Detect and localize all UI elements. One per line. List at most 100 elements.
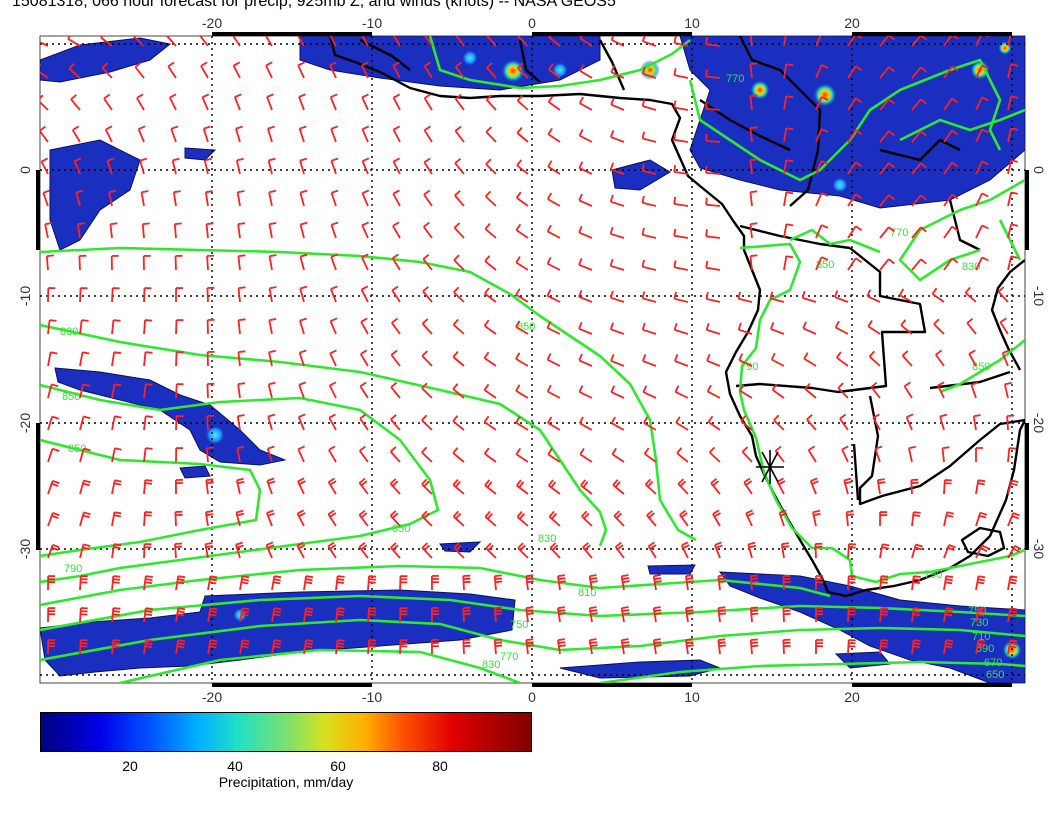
wind-barb-icon	[199, 36, 209, 47]
wind-barb-icon	[268, 349, 276, 367]
wind-barb-icon	[111, 543, 122, 559]
colorbar-tick: 60	[330, 758, 346, 774]
wind-barb-icon	[841, 445, 849, 463]
wind-barb-icon	[1007, 607, 1018, 623]
wind-barb-icon	[525, 638, 535, 655]
wind-barb-icon	[970, 381, 979, 399]
wind-barb-icon	[680, 541, 690, 559]
wind-barb-icon	[937, 381, 945, 399]
wind-barb-icon	[910, 478, 919, 495]
wind-barb-icon	[712, 509, 721, 527]
lon-labels-bottom: -20 -10 0 10 20	[202, 689, 860, 705]
wind-barb-icon	[770, 352, 785, 367]
wind-barb-icon	[547, 192, 561, 207]
wind-barb-icon	[47, 383, 59, 399]
wind-barb-icon	[421, 542, 433, 559]
wind-barb-icon	[847, 575, 856, 591]
wind-barb-icon	[367, 639, 377, 655]
wind-barb-icon	[40, 157, 49, 175]
wind-barb-icon	[975, 160, 989, 175]
wind-barb-icon	[422, 286, 433, 303]
wind-barb-icon	[360, 285, 369, 303]
wind-barb-icon	[847, 161, 863, 175]
wind-barb-icon	[943, 193, 959, 207]
axis-tick-bars	[36, 32, 1029, 687]
wind-barb-icon	[652, 638, 662, 655]
wind-barb-icon	[452, 510, 465, 527]
wind-barb-icon	[771, 383, 785, 399]
wind-barb-icon	[484, 223, 497, 239]
wind-barb-icon	[557, 638, 566, 655]
wind-barb-icon	[610, 97, 625, 111]
wind-barb-icon	[1007, 479, 1019, 495]
wind-barb-icon	[749, 638, 759, 655]
wind-barb-icon	[515, 256, 529, 271]
wind-barb-icon	[40, 94, 49, 111]
wind-barb-icon	[588, 574, 598, 591]
contour-label: 790	[740, 361, 758, 373]
wind-barb-icon	[641, 163, 657, 175]
wind-barb-icon	[673, 68, 689, 79]
wind-barb-icon	[423, 93, 433, 111]
wind-barb-icon	[911, 575, 921, 591]
wind-barb-icon	[966, 318, 977, 335]
wind-barb-icon	[205, 446, 214, 463]
wind-barb-icon	[392, 157, 401, 175]
wind-barb-icon	[812, 509, 821, 527]
wind-barb-icon	[975, 192, 989, 207]
wind-barb-icon	[328, 381, 337, 399]
wind-barb-icon	[815, 256, 829, 271]
colorbar-tick: 20	[122, 758, 138, 774]
wind-barb-icon	[264, 36, 273, 47]
colorbar-label: Precipitation, mm/day	[218, 774, 354, 790]
wind-barb-icon	[454, 158, 465, 175]
wind-barb-icon	[578, 257, 593, 271]
wind-barb-icon	[359, 349, 369, 367]
wind-barb-icon	[911, 36, 927, 47]
wind-barb-icon	[399, 575, 408, 591]
wind-barb-icon	[749, 606, 759, 623]
contour-label: 730	[970, 617, 988, 629]
wind-barb-icon	[975, 544, 989, 559]
wind-barb-icon	[483, 415, 497, 431]
wind-barb-icon	[235, 541, 244, 559]
wind-barb-icon	[872, 413, 881, 431]
wind-barb-icon	[237, 254, 246, 271]
wind-barb-icon	[546, 224, 561, 239]
map-title: 15081318, 066 hour forecast for precip, …	[12, 0, 616, 10]
wind-barb-icon	[232, 61, 241, 79]
wind-barb-icon	[770, 322, 785, 335]
wind-barb-icon	[423, 157, 433, 175]
lon-label: 0	[528, 15, 536, 31]
wind-barb-icon	[174, 510, 183, 527]
wind-barb-icon	[42, 189, 51, 207]
wind-barb-icon	[870, 382, 881, 399]
wind-barb-icon	[330, 189, 339, 207]
wind-barb-icon	[485, 94, 497, 111]
wind-barb-icon	[201, 93, 210, 111]
wind-barb-icon	[233, 93, 242, 111]
wind-barb-icon	[1006, 414, 1015, 431]
wind-barb-icon	[421, 478, 433, 495]
wind-barb-icon	[267, 125, 275, 143]
wind-barb-icon	[705, 260, 721, 271]
wind-barb-icon	[47, 607, 56, 623]
wind-barb-icon	[268, 318, 277, 335]
wind-barb-icon	[515, 416, 529, 431]
wind-barb-icon	[207, 575, 218, 591]
wind-barb-icon	[943, 639, 954, 655]
wind-barb-icon	[879, 162, 895, 175]
wind-barb-icon	[578, 385, 593, 399]
wind-barb-icon	[168, 93, 177, 111]
wind-barb-icon	[207, 607, 218, 623]
wind-barb-icon	[174, 254, 183, 271]
wind-barb-icon	[454, 190, 465, 207]
contour-label: 830	[538, 533, 556, 545]
wind-barb-icon	[47, 479, 60, 495]
wind-barb-icon	[578, 289, 593, 303]
wind-barb-icon	[298, 349, 307, 367]
wind-barb-icon	[111, 607, 121, 623]
wind-barb-icon	[557, 606, 566, 623]
wind-barb-icon	[268, 222, 277, 239]
